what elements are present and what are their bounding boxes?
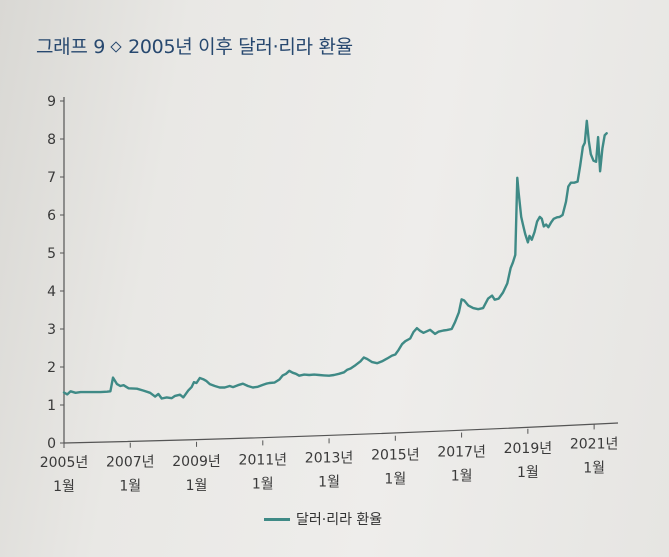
x-tick-label-year: 2005년 (40, 455, 89, 471)
x-axis-ticks: 2005년 1월 2007년 1월 2009년 1월 2011년 1월 2013년 1월 2015년… (40, 424, 619, 495)
x-tick-label-year: 2009년 (172, 454, 221, 470)
y-tick-label: 0 (47, 436, 56, 452)
y-tick-label: 4 (47, 284, 56, 300)
x-tick-label-month: 1월 (451, 469, 473, 485)
figure-title-text: 2005년 이후 달러·리라 환율 (128, 36, 353, 58)
x-tick-label-year: 2021년 (570, 436, 619, 452)
y-tick-label: 6 (47, 208, 56, 224)
x-tick-label-year: 2019년 (504, 441, 553, 457)
x-tick-label-year: 2015년 (371, 448, 420, 464)
x-tick-label-year: 2017년 (437, 445, 486, 461)
x-tick-label-year: 2011년 (239, 452, 288, 468)
y-tick-label: 2 (47, 360, 56, 376)
y-tick-label: 7 (47, 170, 56, 186)
figure-number: 그래프 9 (36, 36, 106, 58)
y-tick-label: 8 (47, 132, 56, 148)
chart-axes (63, 97, 619, 444)
x-tick-label-month: 1월 (318, 474, 340, 490)
x-tick-label-year: 2013년 (305, 450, 354, 466)
figure-title: 그래프 9 2005년 이후 달러·리라 환율 (36, 32, 353, 59)
x-axis-line (63, 422, 619, 444)
legend-label: 달러·리라 환율 (296, 512, 383, 528)
x-tick-label-month: 1월 (252, 476, 274, 492)
chart-legend: 달러·리라 환율 (264, 509, 382, 529)
y-tick-label: 5 (47, 246, 56, 262)
x-tick-label-month: 1월 (384, 472, 406, 488)
x-tick-label-year: 2007년 (106, 455, 155, 471)
x-tick-label-month: 1월 (517, 465, 539, 481)
chart-series (62, 119, 608, 400)
x-tick-label-month: 1월 (583, 460, 605, 476)
x-tick-label-month: 1월 (53, 479, 75, 495)
series-line-usd-try (62, 119, 608, 400)
legend-swatch (264, 517, 290, 521)
y-axis-ticks: 0 1 2 3 4 5 6 7 8 9 (47, 94, 64, 452)
y-tick-label: 9 (47, 94, 56, 110)
y-tick-label: 3 (47, 322, 56, 338)
y-tick-label: 1 (47, 398, 56, 414)
x-tick-label-month: 1월 (119, 479, 141, 495)
x-tick-label-month: 1월 (186, 478, 208, 494)
